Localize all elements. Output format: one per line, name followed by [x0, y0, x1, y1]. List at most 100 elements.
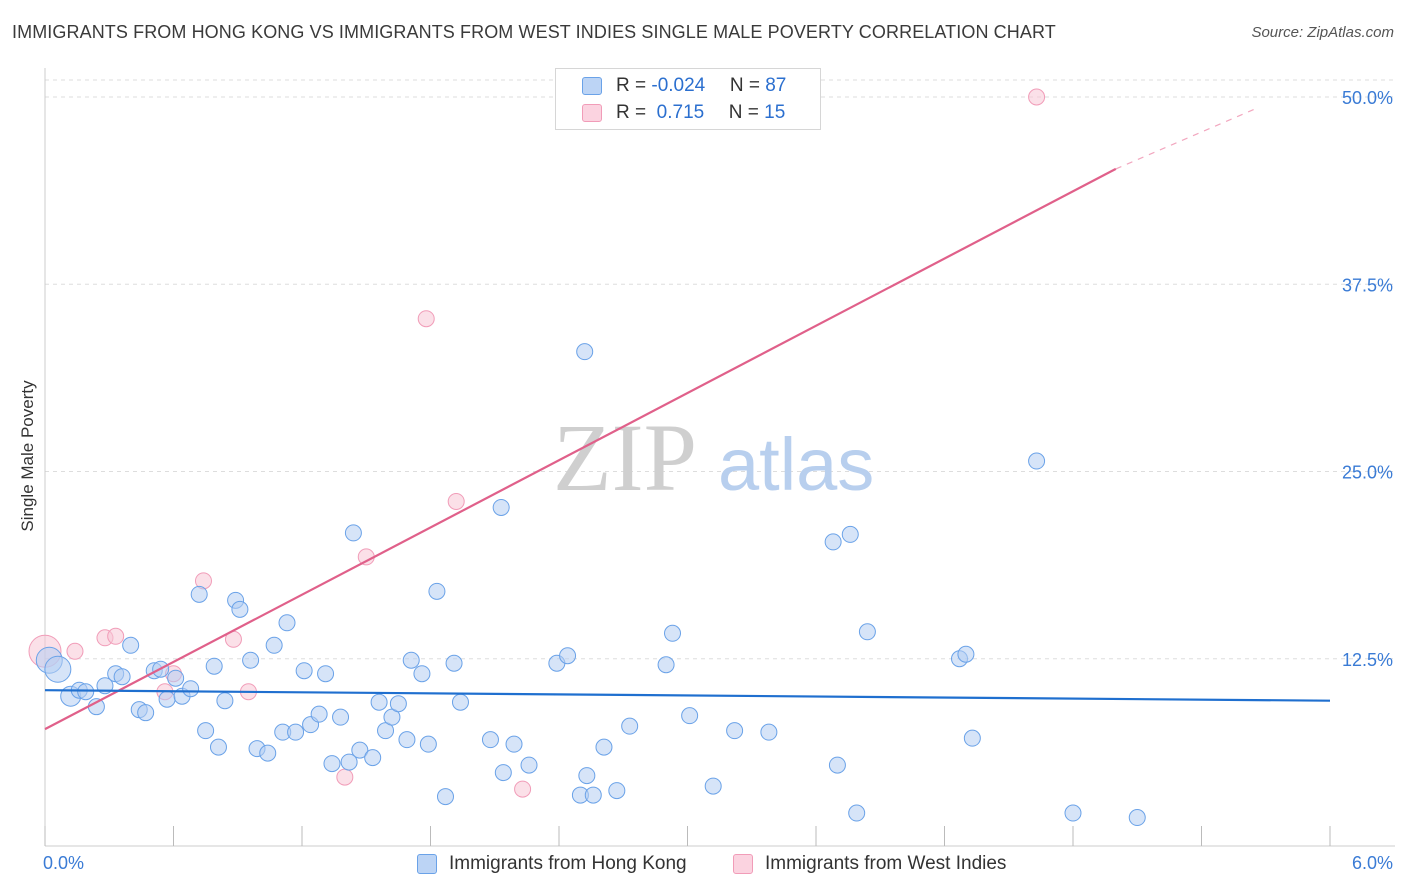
hong-kong-point [824, 533, 842, 551]
hong-kong-point [242, 651, 260, 669]
legend-r-value-west-indies: 0.715 [651, 102, 705, 123]
hong-kong-point [1064, 804, 1082, 822]
hong-kong-point [520, 756, 538, 774]
y-tick-label: 12.5% [1342, 650, 1393, 670]
watermark-zip: ZIP [553, 404, 697, 511]
hong-kong-point [681, 707, 699, 725]
hong-kong-point [190, 585, 208, 603]
hong-kong-point [451, 693, 469, 711]
chart-title: IMMIGRANTS FROM HONG KONG VS IMMIGRANTS … [12, 22, 1056, 42]
legend-r-label: R = [616, 102, 652, 123]
hong-kong-legend-swatch [417, 854, 437, 874]
axes [44, 68, 1395, 847]
hong-kong-point [364, 749, 382, 767]
hong-kong-point [428, 582, 446, 600]
hong-kong-trend-line [44, 689, 1331, 702]
hong-kong-point [77, 683, 95, 701]
hong-kong-point [182, 680, 200, 698]
hong-kong-point [310, 705, 328, 723]
hong-kong-point [595, 738, 613, 756]
legend-n-label: N = [729, 75, 766, 96]
hong-kong-point [1128, 809, 1146, 827]
y-tick-label: 50.0% [1342, 88, 1393, 108]
hong-kong-point [351, 741, 369, 759]
legend-n-value-west-indies: 15 [764, 102, 786, 123]
hong-kong-point [494, 764, 512, 782]
hong-kong-point [370, 693, 388, 711]
hong-kong-point [344, 524, 362, 542]
hong-kong-point [621, 717, 639, 735]
hong-kong-swatch [582, 77, 602, 95]
hong-kong-point [559, 647, 577, 665]
hong-kong-point [481, 731, 499, 749]
y-tick-label: 37.5% [1342, 275, 1393, 295]
watermark: ZIP atlas [553, 404, 874, 511]
west-indies-point [66, 642, 84, 660]
hong-kong-point [398, 731, 416, 749]
hong-kong-point [505, 735, 523, 753]
legend-n-label: N = [728, 102, 765, 123]
hong-kong-point [858, 623, 876, 641]
west-indies-point [336, 768, 354, 786]
hong-kong-point [113, 668, 131, 686]
trend-lines [44, 108, 1331, 731]
legend-r-label: R = [616, 75, 652, 96]
hong-kong-point [340, 753, 358, 771]
hong-kong-point [760, 723, 778, 741]
hong-kong-point [216, 692, 234, 710]
hong-kong-point [317, 665, 335, 683]
legend-r-value-hong-kong: -0.024 [651, 75, 706, 96]
hong-kong-point [323, 755, 341, 773]
hong-kong-point [664, 624, 682, 642]
gridlines [45, 79, 1395, 660]
hong-kong-point [1028, 452, 1046, 470]
legend-n-value-hong-kong: 87 [765, 75, 787, 96]
west-indies-trend-line [44, 167, 1117, 731]
hong-kong-point [608, 782, 626, 800]
hong-kong-point [576, 343, 594, 361]
hong-kong-point [963, 729, 981, 747]
hong-kong-point [287, 723, 305, 741]
west-indies-swatch [582, 104, 602, 122]
hong-kong-point [265, 636, 283, 654]
series-legend: Immigrants from Hong Kong Immigrants fro… [0, 852, 1406, 878]
hong-kong-point [137, 704, 155, 722]
hong-kong-point [726, 722, 744, 740]
west-indies-point [447, 492, 465, 510]
hong-kong-point [436, 788, 454, 806]
hong-kong-point [704, 777, 722, 795]
hong-kong-point [197, 722, 215, 740]
hong-kong-point [492, 498, 510, 516]
hong-kong-point [231, 600, 249, 618]
hong-kong-point [657, 656, 675, 674]
hong-kong-point [167, 669, 185, 687]
x-tick-label: 6.0% [1352, 853, 1393, 873]
west-indies-point [417, 310, 435, 328]
hong-kong-point [389, 695, 407, 713]
west-indies-point [357, 548, 375, 566]
west-indies-point [107, 627, 125, 645]
hong-kong-point [413, 665, 431, 683]
hong-kong-point [419, 735, 437, 753]
correlation-legend: R = -0.024 N = 87 R = 0.715 N = 15 [555, 68, 821, 130]
watermark-atlas: atlas [718, 423, 874, 506]
hong-kong-point [584, 786, 602, 804]
west-indies-point [514, 780, 532, 798]
hong-kong-point [259, 744, 277, 762]
y-tick-label: 25.0% [1342, 463, 1393, 483]
hong-kong-point [44, 655, 72, 683]
hong-kong-point [122, 636, 140, 654]
west-indies-point [1028, 88, 1046, 106]
hong-kong-point [957, 645, 975, 663]
hong-kong-legend-label: Immigrants from Hong Kong [449, 853, 687, 874]
x-tick-label: 0.0% [43, 853, 84, 873]
source-label: Source: ZipAtlas.com [1251, 24, 1394, 41]
hong-kong-point [828, 756, 846, 774]
hong-kong-point [295, 662, 313, 680]
tick-labels: 12.5% 25.0% 37.5% 50.0% 0.0% 6.0% [43, 88, 1393, 873]
hong-kong-point [402, 651, 420, 669]
hong-kong-point [209, 738, 227, 756]
west-indies-trend-extension [1115, 108, 1256, 170]
hong-kong-point [332, 708, 350, 726]
